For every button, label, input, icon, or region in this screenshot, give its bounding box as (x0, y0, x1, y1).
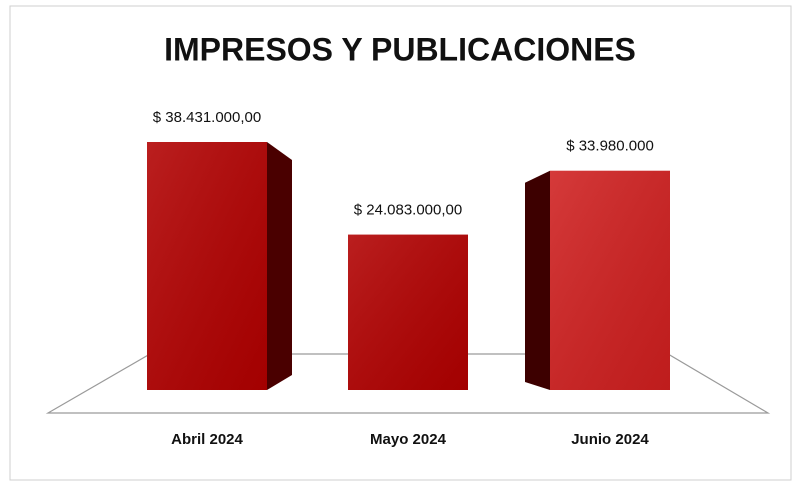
value-label: $ 33.980.000 (566, 138, 654, 155)
bar-shade (147, 142, 267, 390)
x-tick-label: Mayo 2024 (370, 431, 447, 448)
value-label: $ 24.083.000,00 (354, 202, 462, 219)
x-tick-label: Abril 2024 (171, 431, 243, 448)
bar-shade (348, 234, 468, 390)
bar-shade (550, 170, 670, 390)
bar-side (267, 142, 292, 390)
chart-title: IMPRESOS Y PUBLICACIONES (164, 31, 636, 67)
x-tick-label: Junio 2024 (571, 431, 649, 448)
bar-side (525, 170, 550, 390)
value-label: $ 38.431.000,00 (153, 109, 261, 126)
